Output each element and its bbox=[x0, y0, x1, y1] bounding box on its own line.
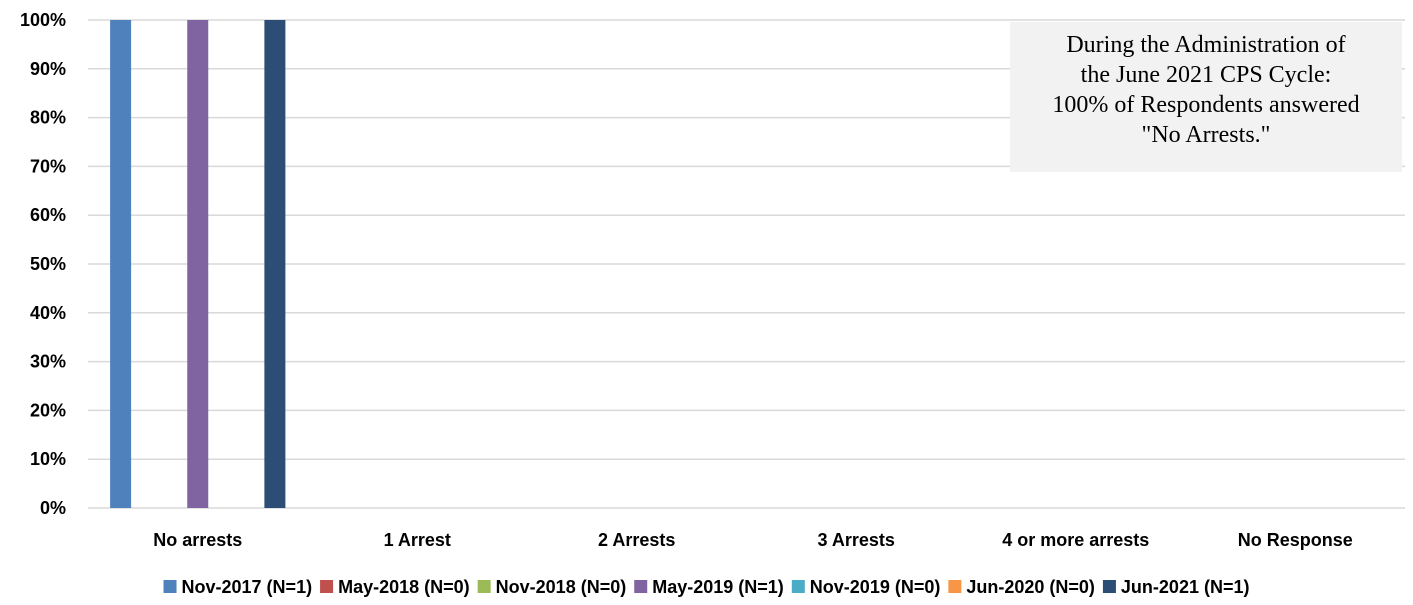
legend-swatch bbox=[163, 580, 177, 593]
legend-label: May-2019 (N=1) bbox=[652, 577, 784, 597]
x-category-label: 4 or more arrests bbox=[1002, 530, 1149, 550]
bar bbox=[264, 20, 286, 508]
x-category-label: 2 Arrests bbox=[598, 530, 675, 550]
legend-swatch bbox=[477, 580, 491, 593]
y-tick-label: 50% bbox=[30, 254, 66, 274]
legend-label: Nov-2018 (N=0) bbox=[496, 577, 627, 597]
x-category-label: No Response bbox=[1238, 530, 1353, 550]
legend-item: Jun-2021 (N=1) bbox=[1102, 577, 1250, 597]
y-axis-tick-labels: 0% 10% 20% 30% 40% 50% 60% 70% 80% 90% 100% bbox=[20, 10, 66, 518]
x-category-label: 1 Arrest bbox=[384, 530, 451, 550]
legend-swatch bbox=[634, 580, 648, 593]
legend-item: May-2018 (N=0) bbox=[320, 577, 470, 597]
legend-label: May-2018 (N=0) bbox=[338, 577, 470, 597]
y-tick-label: 10% bbox=[30, 449, 66, 469]
legend-item: Jun-2020 (N=0) bbox=[948, 577, 1095, 597]
legend: Nov-2017 (N=1) May-2018 (N=0) Nov-2018 (N=… bbox=[163, 577, 1250, 597]
y-tick-label: 70% bbox=[30, 156, 66, 176]
annotation-line: 100% of Respondents answered bbox=[1052, 92, 1360, 118]
legend-label: Jun-2021 (N=1) bbox=[1121, 577, 1250, 597]
y-tick-label: 20% bbox=[30, 400, 66, 420]
legend-swatch bbox=[791, 580, 805, 593]
legend-item: Nov-2019 (N=0) bbox=[791, 577, 941, 597]
legend-swatch bbox=[948, 580, 962, 593]
bar bbox=[187, 20, 209, 508]
legend-item: Nov-2017 (N=1) bbox=[163, 577, 313, 597]
x-category-label: 3 Arrests bbox=[818, 530, 895, 550]
y-tick-label: 90% bbox=[30, 59, 66, 79]
annotation-line: "No Arrests." bbox=[1141, 122, 1271, 148]
legend-label: Nov-2019 (N=0) bbox=[810, 577, 941, 597]
y-tick-label: 30% bbox=[30, 352, 66, 372]
y-tick-label: 80% bbox=[30, 108, 66, 128]
annotation-box: During the Administration of the June 20… bbox=[1010, 22, 1402, 172]
bars bbox=[110, 20, 286, 508]
annotation-line: the June 2021 CPS Cycle: bbox=[1080, 62, 1332, 88]
legend-label: Jun-2020 (N=0) bbox=[966, 577, 1095, 597]
y-tick-label: 40% bbox=[30, 303, 66, 323]
x-category-label: No arrests bbox=[153, 530, 242, 550]
legend-swatch bbox=[1102, 580, 1116, 593]
legend-item: May-2019 (N=1) bbox=[634, 577, 784, 597]
legend-swatch bbox=[320, 580, 334, 593]
bar bbox=[110, 20, 132, 508]
y-tick-label: 60% bbox=[30, 205, 66, 225]
annotation-line: During the Administration of bbox=[1066, 32, 1346, 58]
legend-label: Nov-2017 (N=1) bbox=[182, 577, 313, 597]
x-axis-category-labels: No arrests 1 Arrest 2 Arrests 3 Arrests 4 or… bbox=[153, 530, 1353, 550]
y-tick-label: 0% bbox=[40, 498, 66, 518]
y-tick-label: 100% bbox=[20, 10, 66, 30]
legend-item: Nov-2018 (N=0) bbox=[477, 577, 627, 597]
